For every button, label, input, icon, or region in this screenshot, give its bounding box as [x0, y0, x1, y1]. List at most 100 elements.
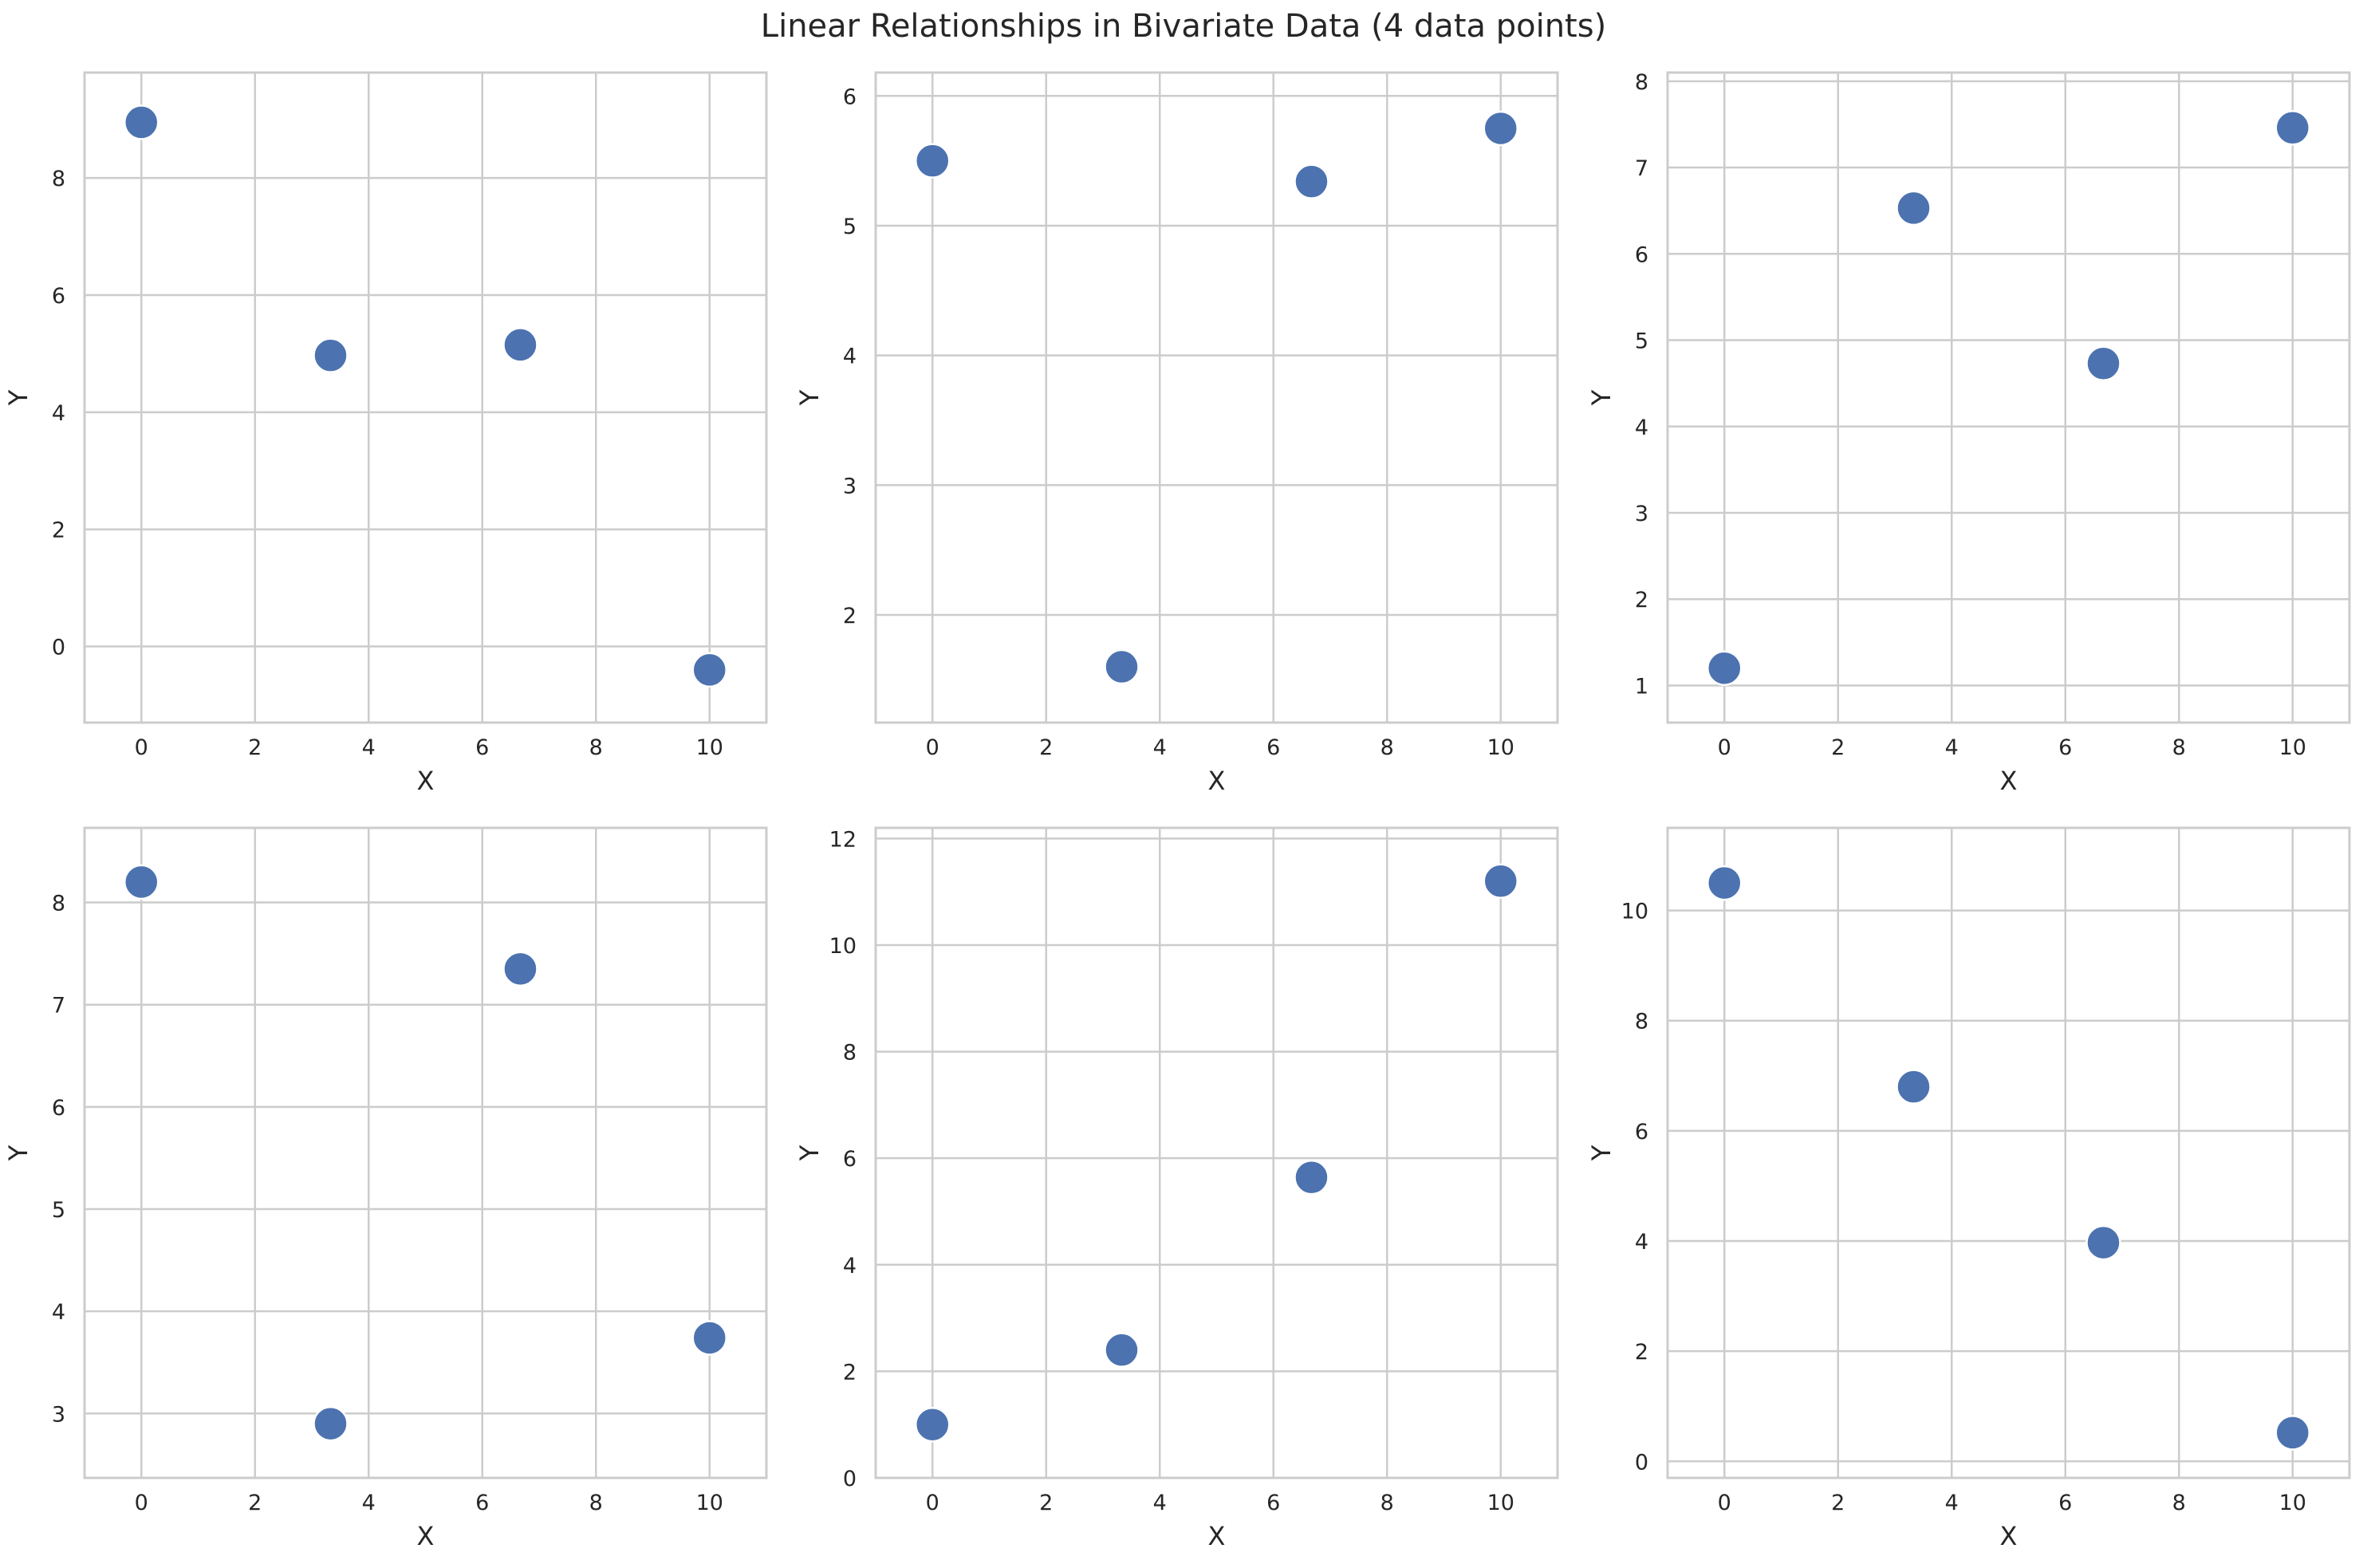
x-tick-label: 2 — [1831, 735, 1845, 760]
y-tick-label: 4 — [52, 401, 65, 426]
y-tick-label: 7 — [1635, 156, 1648, 181]
y-tick-label: 2 — [52, 518, 65, 543]
scatter-point — [691, 652, 727, 688]
y-tick-label: 6 — [1635, 242, 1648, 267]
y-tick-label: 6 — [843, 1147, 857, 1172]
y-tick-label: 2 — [843, 1360, 857, 1385]
x-tick-label: 4 — [1153, 1491, 1167, 1515]
figure-title: Linear Relationships in Bivariate Data (… — [760, 8, 1607, 45]
x-tick-label: 6 — [475, 735, 489, 760]
scatter-point — [313, 1405, 349, 1442]
x-axis-label: X — [1208, 766, 1226, 796]
plot-area — [85, 73, 766, 723]
x-tick-label: 2 — [1831, 1491, 1845, 1515]
x-tick-label: 4 — [362, 1491, 376, 1515]
x-tick-label: 4 — [1153, 735, 1167, 760]
y-tick-label: 3 — [843, 474, 857, 498]
scatter-point — [2085, 345, 2121, 381]
y-tick-label: 4 — [843, 1254, 857, 1278]
x-tick-label: 10 — [696, 735, 723, 760]
axes-frame — [83, 71, 768, 724]
subplot-5: 0 2 4 6 8 10 0 2 4 6 8 10 12 X Y — [794, 826, 1559, 1551]
x-tick-label: 4 — [362, 735, 376, 760]
subplot-2: 0 2 4 6 8 10 2 3 4 5 6 X Y — [794, 71, 1559, 796]
scatter-point — [1896, 190, 1932, 227]
scatter-point — [313, 337, 349, 373]
plot-area — [1668, 73, 2349, 723]
x-tick-label: 10 — [2279, 1491, 2306, 1515]
scatter-point — [915, 143, 951, 179]
y-tick-label: 0 — [843, 1467, 857, 1491]
axes-frame — [874, 826, 1559, 1479]
y-axis-label: Y — [794, 389, 825, 406]
scatter-point — [2085, 1224, 2121, 1261]
x-tick-label: 0 — [926, 735, 939, 760]
axes-frame — [1666, 826, 2351, 1479]
y-axis-label: Y — [794, 1144, 825, 1161]
x-axis-label: X — [417, 766, 435, 796]
y-tick-label: 3 — [1635, 502, 1648, 526]
scatter-point — [1707, 865, 1743, 901]
y-tick-label: 1 — [1635, 674, 1648, 699]
axes-frame — [1666, 71, 2351, 724]
x-tick-label: 8 — [589, 1491, 603, 1515]
x-tick-label: 6 — [475, 1491, 489, 1515]
y-tick-label: 8 — [843, 1041, 857, 1066]
x-tick-label: 10 — [2279, 735, 2306, 760]
y-tick-label: 6 — [52, 284, 65, 309]
x-tick-label: 0 — [135, 735, 148, 760]
x-axis-label: X — [417, 1521, 435, 1551]
subplot-6: 0 2 4 6 8 10 0 2 4 6 8 10 X Y — [1586, 826, 2351, 1551]
y-tick-label: 2 — [1635, 1340, 1648, 1365]
x-tick-label: 6 — [1266, 735, 1280, 760]
y-tick-label: 10 — [1621, 900, 1648, 924]
scatter-point — [1294, 1159, 1329, 1196]
plot-area — [876, 73, 1558, 723]
y-tick-label: 4 — [1635, 416, 1648, 440]
scatter-point — [502, 951, 538, 987]
scatter-point — [124, 864, 160, 900]
y-tick-label: 2 — [843, 604, 857, 628]
y-tick-label: 4 — [52, 1300, 65, 1325]
y-tick-label: 8 — [52, 167, 65, 191]
y-axis-label: Y — [1586, 389, 1617, 406]
x-tick-label: 6 — [1266, 1491, 1280, 1515]
x-tick-label: 8 — [589, 735, 603, 760]
y-tick-label: 4 — [843, 345, 857, 369]
x-tick-label: 6 — [2058, 1491, 2072, 1515]
scatter-point — [2274, 1415, 2310, 1451]
scatter-point — [1483, 110, 1518, 147]
scatter-point — [1896, 1069, 1932, 1105]
y-axis-label: Y — [3, 1144, 33, 1161]
x-tick-label: 10 — [1487, 1491, 1514, 1515]
x-tick-label: 0 — [135, 1491, 148, 1515]
x-tick-label: 8 — [2172, 735, 2186, 760]
y-axis-label: Y — [3, 389, 33, 406]
y-tick-label: 8 — [52, 892, 65, 916]
y-tick-label: 12 — [829, 827, 857, 852]
scatter-point — [1104, 648, 1140, 685]
axes-frame — [874, 71, 1559, 724]
x-tick-label: 2 — [248, 1491, 262, 1515]
x-tick-label: 0 — [1718, 1491, 1731, 1515]
x-tick-label: 10 — [1487, 735, 1514, 760]
x-axis-label: X — [2000, 766, 2018, 796]
x-tick-label: 10 — [696, 1491, 723, 1515]
scatter-point — [2274, 110, 2310, 146]
x-tick-label: 8 — [2172, 1491, 2186, 1515]
x-axis-label: X — [1208, 1521, 1226, 1551]
x-tick-label: 2 — [1039, 735, 1053, 760]
x-tick-label: 2 — [248, 735, 262, 760]
x-tick-label: 8 — [1380, 1491, 1394, 1515]
y-tick-label: 5 — [52, 1198, 65, 1223]
y-tick-label: 8 — [1635, 1010, 1648, 1034]
y-tick-label: 0 — [52, 636, 65, 660]
x-tick-label: 4 — [1945, 1491, 1959, 1515]
x-tick-label: 0 — [926, 1491, 939, 1515]
y-tick-label: 8 — [1635, 70, 1648, 95]
x-tick-label: 6 — [2058, 735, 2072, 760]
plot-area — [85, 828, 766, 1478]
plot-area — [876, 828, 1558, 1478]
